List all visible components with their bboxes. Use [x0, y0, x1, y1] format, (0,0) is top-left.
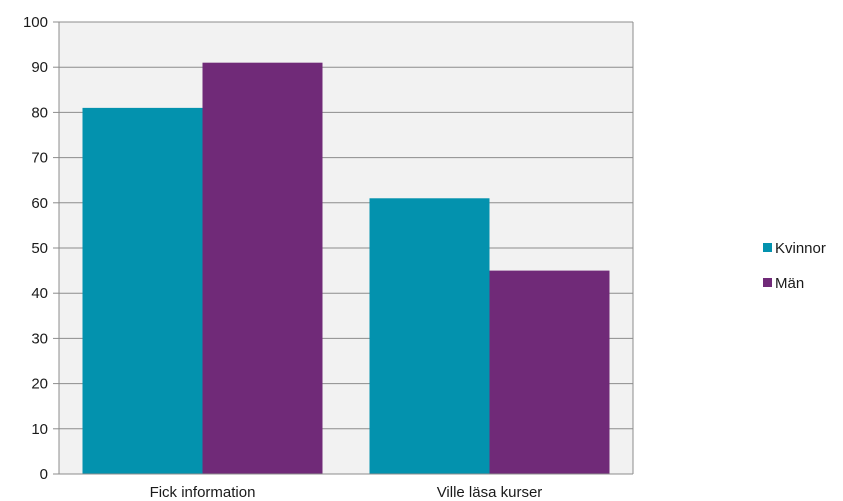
- x-tick-label: Fick information: [150, 484, 256, 501]
- legend-swatch: [763, 243, 772, 252]
- y-tick-label: 90: [31, 59, 48, 76]
- y-tick-label: 20: [31, 376, 48, 393]
- legend-label: Män: [775, 275, 804, 292]
- bar-män-0: [202, 62, 323, 475]
- legend: Kvinnor Män: [763, 240, 826, 292]
- y-tick-label: 70: [31, 150, 48, 167]
- x-tick-labels: Fick information Ville läsa kurser: [150, 484, 543, 501]
- bar-kvinnor-1: [369, 198, 490, 474]
- y-tick-label: 30: [31, 330, 48, 347]
- bars: [82, 62, 610, 475]
- legend-label: Kvinnor: [775, 240, 826, 257]
- y-tick-label: 100: [23, 14, 48, 31]
- y-tick-labels: 0 10 20 30 40 50 60 70 80 90 100: [23, 14, 48, 483]
- bar-män-1: [489, 270, 610, 474]
- y-tick-label: 40: [31, 285, 48, 302]
- y-tick-label: 80: [31, 104, 48, 121]
- y-tick-label: 50: [31, 240, 48, 257]
- y-tick-label: 60: [31, 195, 48, 212]
- axes: [58, 22, 634, 475]
- y-tick-label: 0: [40, 466, 48, 483]
- bar-kvinnor-0: [82, 107, 203, 474]
- legend-swatch: [763, 278, 772, 287]
- x-tick-label: Ville läsa kurser: [437, 484, 543, 501]
- y-tick-label: 10: [31, 421, 48, 438]
